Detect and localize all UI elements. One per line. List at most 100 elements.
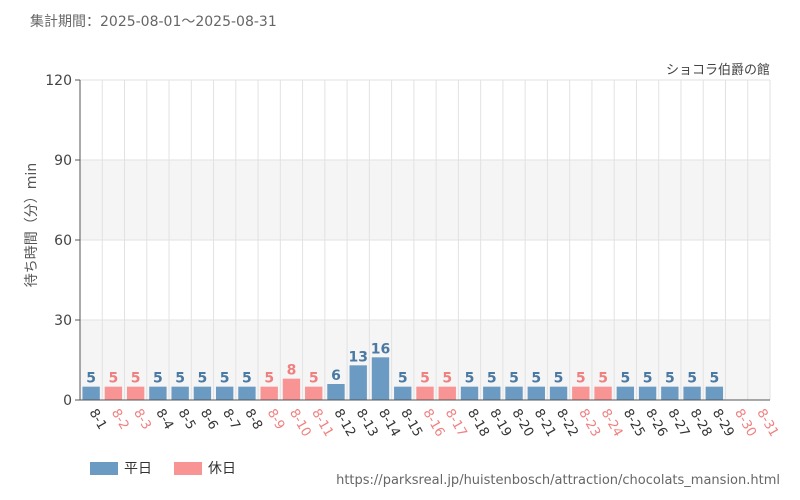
- bars: [82, 357, 724, 400]
- x-tick-label: 8-18: [464, 407, 492, 440]
- bar[interactable]: [371, 357, 390, 400]
- data-labels: 5 5 5 5 5 5 5 5 5 8 5 613 165 5 5 5 5 5 5 5 5 5 5 5 5 5 5: [86, 341, 719, 386]
- data-label: 5: [264, 371, 274, 387]
- x-tick-label: 8-8: [241, 407, 265, 433]
- x-tick-label: 8-24: [598, 407, 626, 440]
- data-label: 5: [620, 371, 630, 387]
- data-label: 5: [198, 371, 208, 387]
- bar[interactable]: [572, 386, 590, 400]
- bar[interactable]: [349, 365, 367, 400]
- data-label: 5: [643, 371, 653, 387]
- x-tick-label: 8-27: [664, 407, 692, 440]
- data-label: 5: [531, 371, 541, 387]
- x-tick-label: 8-14: [375, 407, 403, 440]
- source-url[interactable]: https://parksreal.jp/huistenbosch/attrac…: [336, 473, 780, 488]
- x-tick-label: 8-25: [620, 407, 648, 440]
- x-tick-label: 8-17: [442, 407, 470, 440]
- data-label: 5: [442, 371, 452, 387]
- data-label: 5: [153, 371, 163, 387]
- legend-label-holiday: 休日: [208, 461, 236, 477]
- data-label: 5: [598, 371, 608, 387]
- x-tick-label: 8-21: [531, 407, 559, 440]
- data-label: 5: [420, 371, 430, 387]
- x-tick-label: 8-1: [86, 407, 110, 433]
- x-tick-label: 8-29: [709, 407, 737, 440]
- x-tick-label: 8-30: [731, 407, 759, 440]
- grid-lines: [79, 79, 771, 401]
- x-tick-label: 8-7: [219, 407, 243, 433]
- plot-band: [80, 160, 770, 240]
- bar[interactable]: [549, 386, 568, 400]
- bar[interactable]: [104, 386, 123, 400]
- axes: [75, 79, 770, 401]
- x-tick-label: 8-10: [286, 407, 314, 440]
- data-label: 5: [465, 371, 475, 387]
- y-tick-label: 60: [54, 233, 72, 249]
- x-tick-label: 8-9: [264, 407, 288, 433]
- data-label: 5: [665, 371, 675, 387]
- y-tick-labels: 0 30 60 90 120: [45, 73, 72, 409]
- x-tick-label: 8-6: [197, 407, 221, 433]
- x-tick-label: 8-31: [753, 407, 781, 440]
- legend: 平日 休日: [90, 458, 236, 478]
- data-label: 5: [487, 371, 497, 387]
- bar[interactable]: [705, 386, 724, 400]
- bar[interactable]: [683, 386, 701, 400]
- bar[interactable]: [305, 386, 323, 400]
- bar[interactable]: [327, 384, 345, 400]
- bar[interactable]: [594, 386, 612, 400]
- legend-item-holiday[interactable]: 休日: [174, 458, 236, 478]
- data-label: 6: [331, 368, 341, 384]
- bar[interactable]: [215, 386, 234, 400]
- bar[interactable]: [149, 386, 167, 400]
- bar[interactable]: [260, 386, 278, 400]
- x-tick-label: 8-23: [575, 407, 603, 440]
- x-tick-label: 8-11: [308, 407, 336, 440]
- bar[interactable]: [282, 378, 301, 400]
- bar[interactable]: [638, 386, 657, 400]
- x-tick-label: 8-2: [108, 407, 132, 433]
- data-label: 5: [86, 371, 96, 387]
- x-tick-label: 8-19: [486, 407, 514, 440]
- x-tick-label: 8-5: [175, 407, 199, 433]
- data-label: 5: [398, 371, 408, 387]
- bar[interactable]: [460, 386, 479, 400]
- bar[interactable]: [238, 386, 256, 400]
- bar[interactable]: [126, 386, 145, 400]
- bar[interactable]: [416, 386, 434, 400]
- data-label: 13: [348, 349, 367, 365]
- y-tick-label: 90: [54, 153, 72, 169]
- x-tick-label: 8-15: [397, 407, 425, 440]
- y-tick-label: 0: [63, 393, 72, 409]
- bar[interactable]: [394, 386, 412, 400]
- x-tick-label: 8-26: [642, 407, 670, 440]
- data-label: 5: [175, 371, 185, 387]
- x-tick-label: 8-16: [420, 407, 448, 440]
- bar[interactable]: [661, 386, 679, 400]
- bar[interactable]: [527, 386, 545, 400]
- bar[interactable]: [82, 386, 100, 400]
- legend-swatch-holiday: [174, 461, 202, 475]
- attraction-name: ショコラ伯爵の館: [665, 63, 770, 78]
- x-tick-label: 8-20: [509, 407, 537, 440]
- y-tick-label: 30: [54, 313, 72, 329]
- bar[interactable]: [505, 386, 523, 400]
- data-label: 5: [709, 371, 719, 387]
- bar[interactable]: [171, 386, 189, 400]
- bar[interactable]: [616, 386, 635, 400]
- data-label: 16: [371, 341, 390, 357]
- x-tick-labels: 8-18-28-38-48-58-68-78-88-98-108-118-128…: [86, 407, 781, 440]
- data-label: 8: [287, 363, 297, 379]
- bar[interactable]: [483, 386, 501, 400]
- data-label: 5: [509, 371, 519, 387]
- data-label: 5: [554, 371, 564, 387]
- legend-item-weekday[interactable]: 平日: [90, 458, 152, 478]
- data-label: 5: [109, 371, 119, 387]
- x-tick-label: 8-3: [130, 407, 154, 433]
- bar[interactable]: [438, 386, 456, 400]
- data-label: 5: [220, 371, 230, 387]
- bar[interactable]: [193, 386, 212, 400]
- x-tick-label: 8-12: [331, 407, 359, 440]
- data-label: 5: [576, 371, 586, 387]
- plot-band: [80, 240, 770, 320]
